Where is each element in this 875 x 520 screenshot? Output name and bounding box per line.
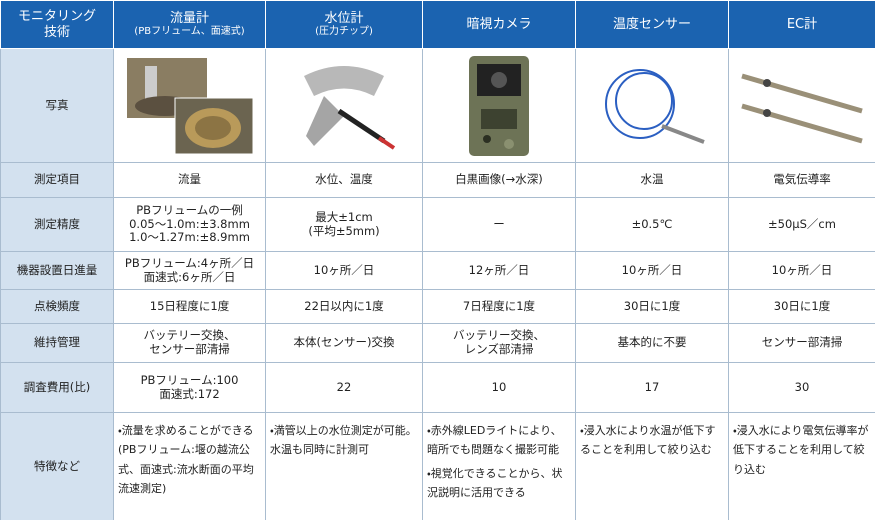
cell: 10ヶ所／日	[265, 251, 423, 290]
data-row: 測定項目 流量 水位、温度 白黒画像(→水深) 水温 電気伝導率	[0, 162, 875, 198]
cell: 12ヶ所／日	[422, 251, 576, 290]
cell: 白黒画像(→水深)	[422, 162, 576, 198]
cell: 最大±1cm (平均±5mm)	[265, 197, 423, 252]
column-name: 流量計	[169, 10, 209, 26]
feature-item: ・浸入水により電気伝導率が低下することを利用して絞り込む	[733, 424, 869, 476]
photo	[126, 57, 253, 154]
data-row: 機器設置日進量 PBフリューム:4ヶ所／日 面速式:6ヶ所／日 10ヶ所／日 12ヶ所…	[0, 251, 875, 290]
data-row: 測定精度 PBフリュームの一例 0.05～1.0m:±3.8mm 1.0～1.27…	[0, 197, 875, 252]
feature-cell: ・赤外線LEDライトにより、暗所でも問題なく撮影可能 ・視覚化できることから、状況…	[422, 412, 576, 520]
header-row: モニタリング 技術 流量計 (PBフリューム、面速式) 水位計 (圧力チップ) 暗視カメラ…	[0, 0, 875, 49]
cell: 30日に1度	[728, 289, 875, 324]
photo-cell	[575, 48, 729, 163]
cell: 水位、温度	[265, 162, 423, 198]
photo	[741, 73, 863, 143]
cell: ±50μS／cm	[728, 197, 875, 252]
cell: バッテリー交換、 センサー部清掃	[113, 323, 266, 363]
cell: 10ヶ所／日	[575, 251, 729, 290]
column-header: 暗視カメラ	[422, 0, 576, 49]
row-label: 維持管理	[0, 323, 114, 363]
cell: 10	[422, 362, 576, 413]
feature-cell: ・浸入水により水温が低下することを利用して絞り込む	[575, 412, 729, 520]
row-label: 機器設置日進量	[0, 251, 114, 290]
cell: 7日程度に1度	[422, 289, 576, 324]
cell: 本体(センサー)交換	[265, 323, 423, 363]
photo-row: 写真	[0, 48, 875, 163]
cell: 17	[575, 362, 729, 413]
row-label: 写真	[0, 48, 114, 163]
cell: 30日に1度	[575, 289, 729, 324]
column-sub: (圧力チップ)	[315, 26, 373, 38]
cell: 22	[265, 362, 423, 413]
feature-item: ・満管以上の水位測定が可能。水温も同時に計測可	[270, 424, 417, 457]
feature-item: ・視覚化できることから、状況説明に活用できる	[427, 466, 563, 499]
column-name: 暗視カメラ	[466, 16, 532, 32]
feature-cell: ・浸入水により電気伝導率が低下することを利用して絞り込む	[728, 412, 875, 520]
cell: PBフリューム:100 面速式:172	[113, 362, 266, 413]
column-name: モニタリング 技術	[17, 8, 96, 40]
photo-cell	[422, 48, 576, 163]
data-row: 維持管理 バッテリー交換、 センサー部清掃 本体(センサー)交換 バッテリー交換、 レ…	[0, 323, 875, 363]
column-header: EC計	[728, 0, 875, 49]
column-header: 温度センサー	[575, 0, 729, 49]
cell: バッテリー交換、 レンズ部清掃	[422, 323, 576, 363]
column-name: 温度センサー	[612, 16, 691, 32]
cell: 基本的に不要	[575, 323, 729, 363]
photo-cell	[265, 48, 423, 163]
feature-cell: ・流量を求めることができる(PBフリューム:堰の越流公式、面速式:流水断面の平均…	[113, 412, 266, 520]
cell: ±0.5℃	[575, 197, 729, 252]
cell: ー	[422, 197, 576, 252]
data-row: 調査費用(比) PBフリューム:100 面速式:172 22 10 17 30	[0, 362, 875, 413]
cell: 30	[728, 362, 875, 413]
photo-cell	[728, 48, 875, 163]
feature-item: ・流量を求めることができる(PBフリューム:堰の越流公式、面速式:流水断面の平均…	[118, 424, 254, 495]
cell: 22日以内に1度	[265, 289, 423, 324]
cell: 流量	[113, 162, 266, 198]
cell: 15日程度に1度	[113, 289, 266, 324]
column-header: 水位計 (圧力チップ)	[265, 0, 423, 49]
cell: PBフリューム:4ヶ所／日 面速式:6ヶ所／日	[113, 251, 266, 290]
row-label: 点検頻度	[0, 289, 114, 324]
feature-item: ・赤外線LEDライトにより、暗所でも問題なく撮影可能	[427, 424, 562, 457]
feature-cell: ・満管以上の水位測定が可能。水温も同時に計測可	[265, 412, 423, 520]
row-label: 特徴など	[0, 412, 114, 520]
column-name: 水位計	[324, 10, 364, 26]
column-name: EC計	[786, 16, 818, 32]
photo	[304, 65, 396, 150]
cell: センサー部清掃	[728, 323, 875, 363]
column-sub: (PBフリューム、面速式)	[134, 26, 245, 38]
photo-cell	[113, 48, 266, 163]
cell: 10ヶ所／日	[728, 251, 875, 290]
row-label: 調査費用(比)	[0, 362, 114, 413]
photo	[605, 68, 705, 144]
photo	[469, 55, 529, 156]
cell: PBフリュームの一例 0.05～1.0m:±3.8mm 1.0～1.27m:±8…	[113, 197, 266, 252]
features-row: 特徴など ・流量を求めることができる(PBフリューム:堰の越流公式、面速式:流水断…	[0, 412, 875, 520]
feature-item: ・浸入水により水温が低下することを利用して絞り込む	[580, 424, 716, 457]
cell: 電気伝導率	[728, 162, 875, 198]
data-row: 点検頻度 15日程度に1度 22日以内に1度 7日程度に1度 30日に1度 30日に1度	[0, 289, 875, 324]
column-header: モニタリング 技術	[0, 0, 114, 49]
row-label: 測定項目	[0, 162, 114, 198]
cell: 水温	[575, 162, 729, 198]
column-header: 流量計 (PBフリューム、面速式)	[113, 0, 266, 49]
row-label: 測定精度	[0, 197, 114, 252]
